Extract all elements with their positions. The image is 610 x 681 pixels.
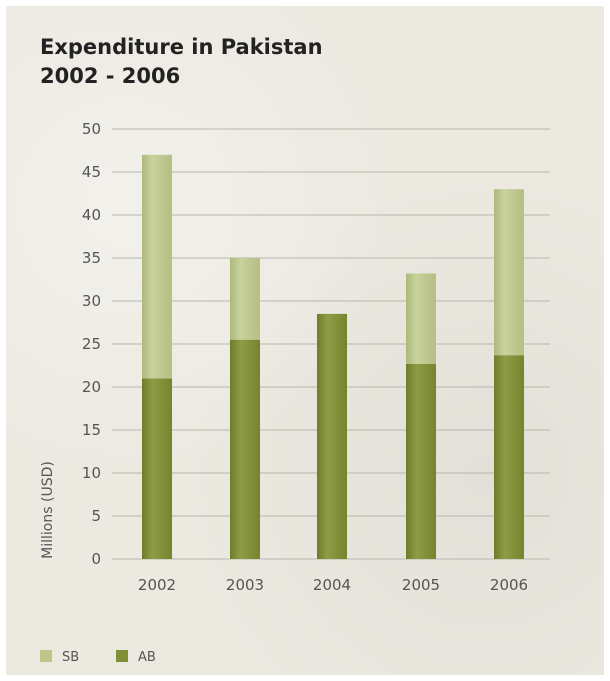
x-tick-label: 2006 [490, 576, 528, 594]
y-axis-label: Millions (USD) [40, 461, 56, 559]
y-tick-label: 30 [82, 292, 101, 310]
x-tick-label: 2004 [313, 576, 351, 594]
x-tick-labels: 2002 2003 2004 2005 2006 [138, 576, 528, 594]
y-tick-label: 10 [82, 464, 101, 482]
legend-label-sb: SB [62, 650, 79, 665]
legend-swatch-ab [116, 650, 128, 662]
legend-label-ab: AB [138, 650, 156, 665]
bar-ab-2003 [230, 340, 260, 559]
bar-ab-2002 [142, 378, 172, 559]
y-tick-label: 50 [82, 120, 101, 138]
y-tick-label: 45 [82, 163, 101, 181]
legend: SB AB [40, 650, 156, 665]
bar-ab-2005 [406, 364, 436, 559]
y-tick-label: 15 [82, 421, 101, 439]
bar-sb-2002 [142, 155, 172, 379]
y-tick-label: 35 [82, 249, 101, 267]
x-tick-label: 2003 [226, 576, 264, 594]
x-tick-label: 2002 [138, 576, 176, 594]
bar-ab-2006 [494, 355, 524, 559]
y-tick-label: 0 [91, 550, 101, 568]
y-tick-label: 5 [91, 507, 101, 525]
y-tick-labels: 0 5 10 15 20 25 30 35 40 45 50 [82, 120, 101, 568]
y-tick-label: 20 [82, 378, 101, 396]
bar-sb-2006 [494, 189, 524, 355]
bar-ab-2004 [317, 314, 347, 559]
y-tick-label: 40 [82, 206, 101, 224]
bar-sb-2003 [230, 258, 260, 340]
x-tick-label: 2005 [402, 576, 440, 594]
bar-sb-2005 [406, 273, 436, 363]
legend-swatch-sb [40, 650, 52, 662]
y-tick-label: 25 [82, 335, 101, 353]
